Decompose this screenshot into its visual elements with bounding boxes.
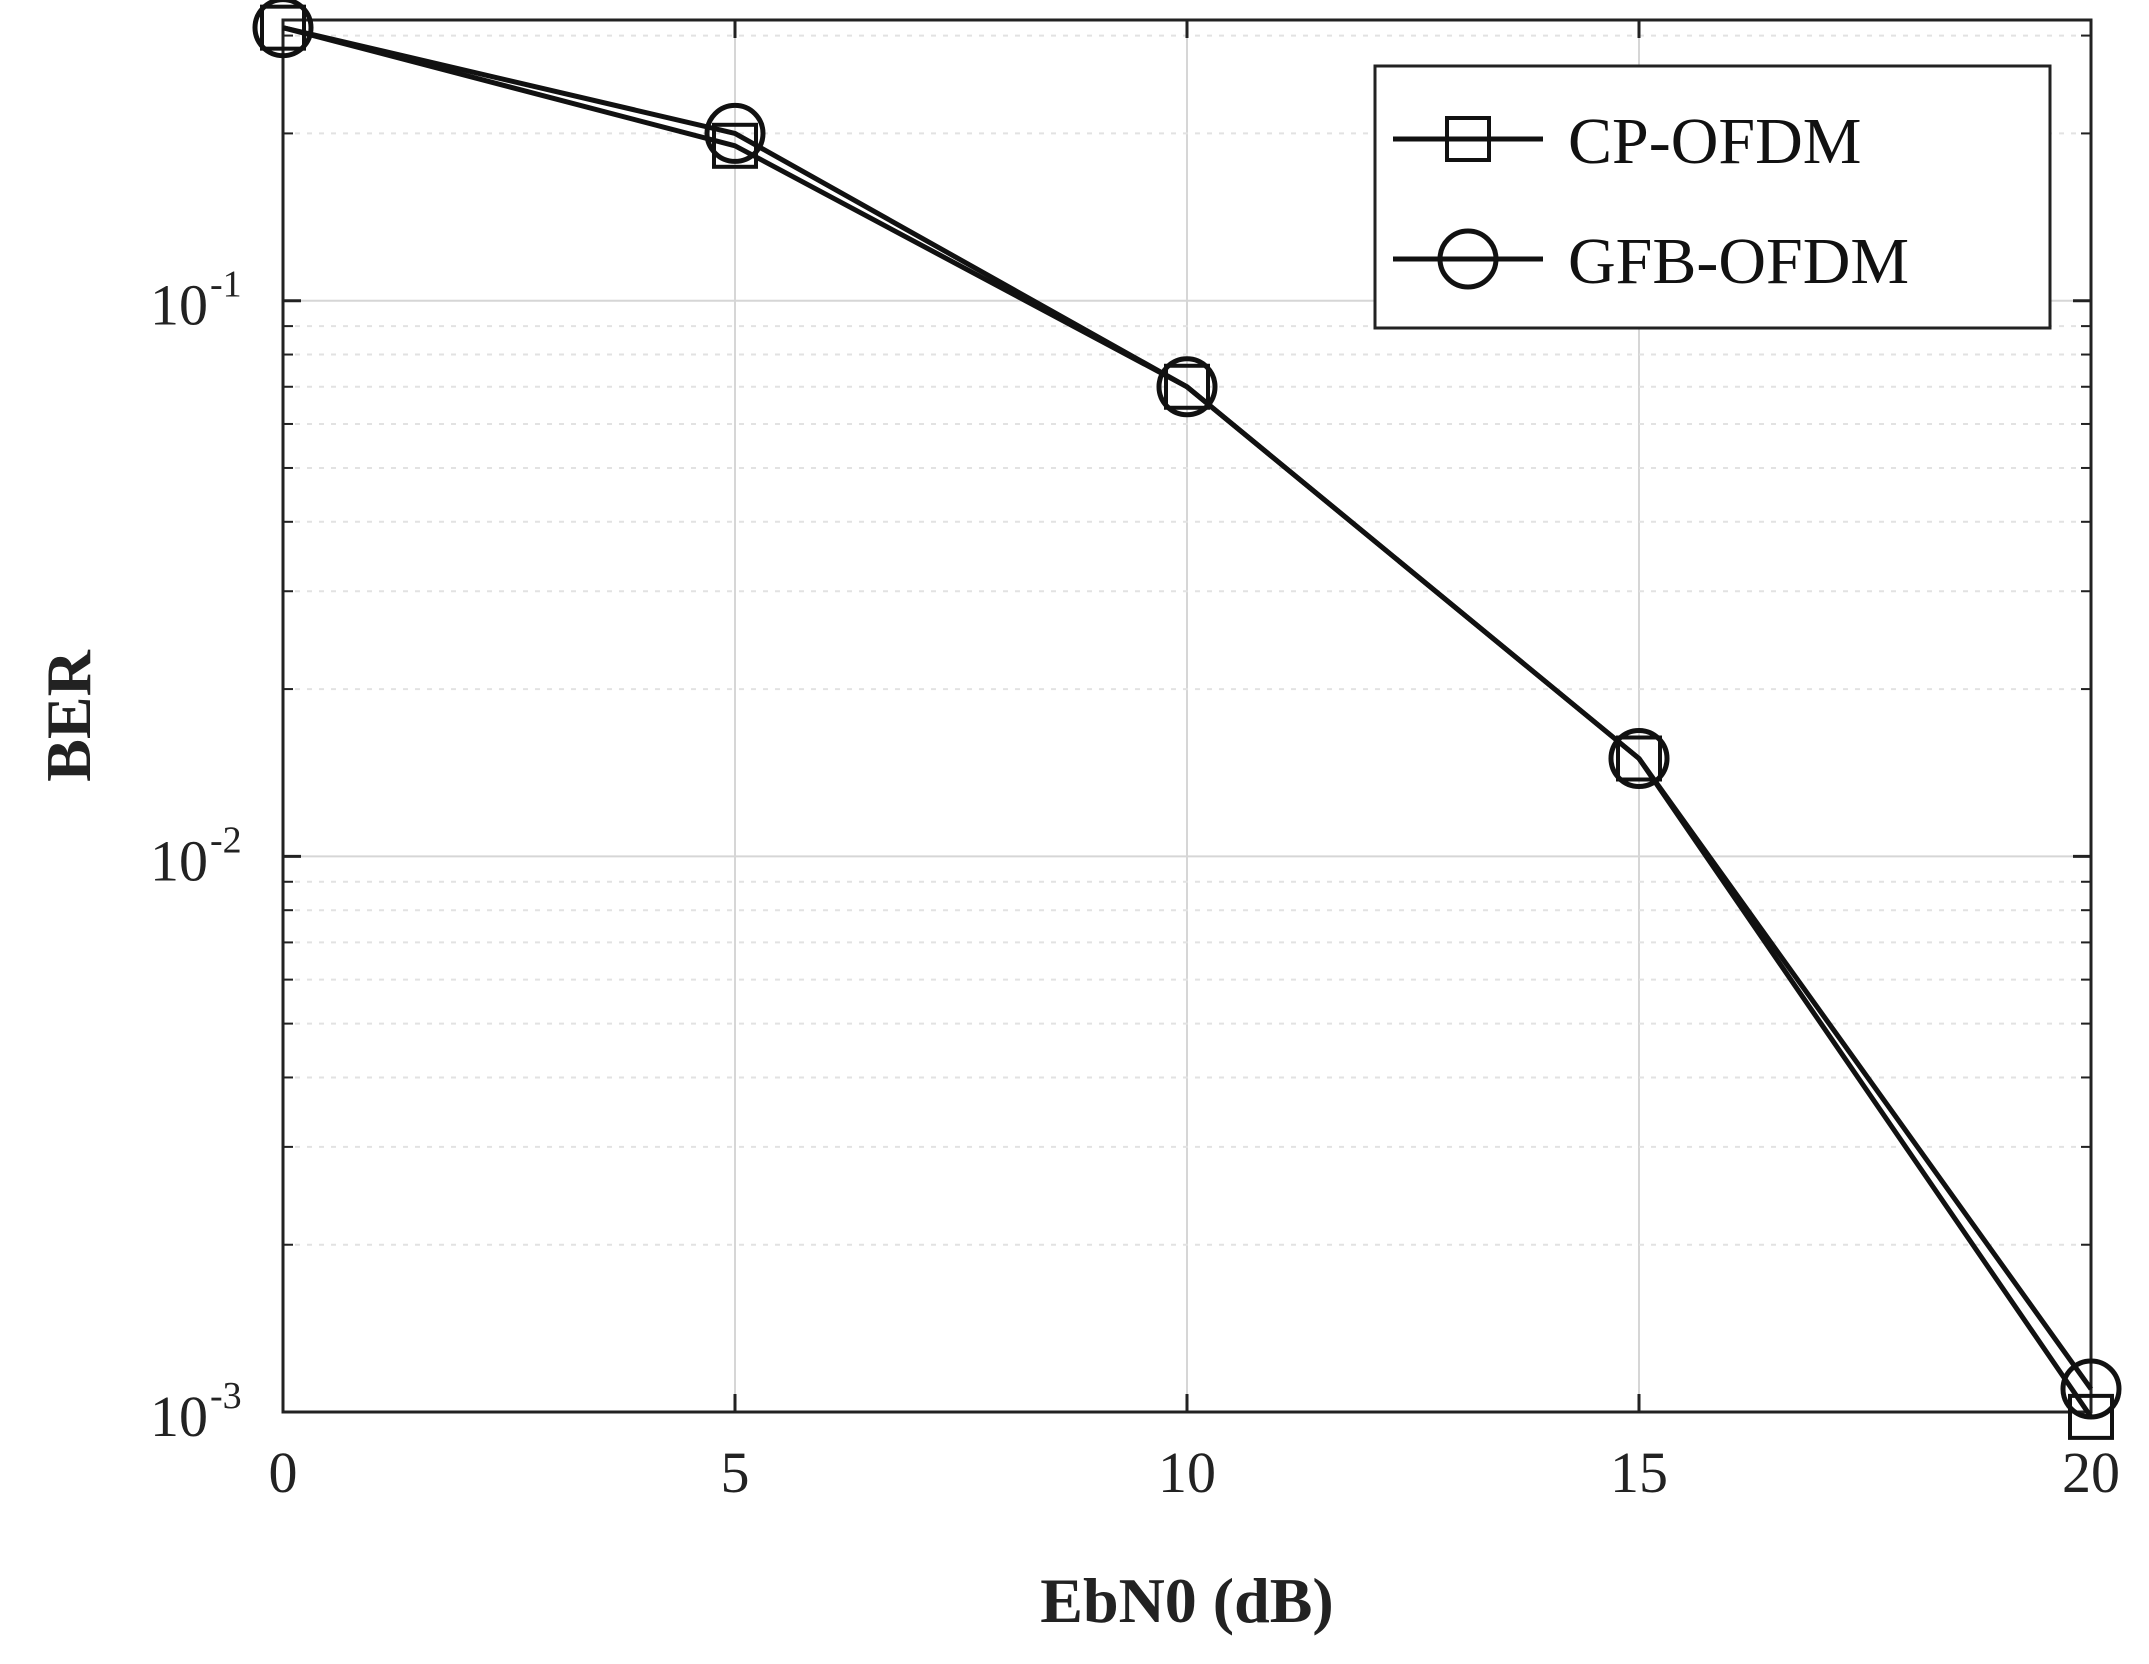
x-tick-label: 10	[1158, 1440, 1216, 1505]
series-line	[282, 25, 2094, 1391]
series-gfb-ofdm	[252, 0, 2122, 1420]
legend-box	[1373, 64, 2052, 330]
square-marker	[1445, 116, 1491, 162]
square-marker	[260, 4, 306, 51]
y-tick-exponent: -2	[210, 819, 242, 861]
x-tick-label: 5	[721, 1440, 750, 1505]
circle-marker	[704, 102, 766, 164]
circle-marker	[252, 0, 314, 59]
legend-item-gfb-ofdm: GFB-OFDM	[1393, 225, 1909, 298]
y-tick-label: 10	[150, 273, 208, 338]
x-tick-label: 0	[269, 1440, 298, 1505]
y-tick-labels: 10-310-210-1	[150, 264, 242, 1449]
legend-items: CP-OFDM GFB-OFDM	[1393, 105, 1909, 298]
y-tick-exponent: -3	[210, 1375, 242, 1417]
legend: CP-OFDM GFB-OFDM	[1373, 64, 2052, 330]
legend-label: CP-OFDM	[1568, 105, 1861, 178]
circle-marker	[2060, 1358, 2122, 1420]
y-tick-label: 10	[150, 828, 208, 893]
circle-marker	[1608, 727, 1670, 789]
legend-item-cp-ofdm: CP-OFDM	[1393, 105, 1861, 178]
x-tick-label: 20	[2062, 1440, 2120, 1505]
series-group	[252, 0, 2122, 1440]
square-marker	[1164, 363, 1210, 410]
y-tick-label: 10	[150, 1384, 208, 1449]
legend-label: GFB-OFDM	[1568, 225, 1909, 298]
x-axis-title: EbN0 (dB)	[1040, 1565, 1333, 1636]
y-tick-exponent: -1	[210, 264, 242, 306]
x-tick-labels: 0 5 10 15 20	[269, 1440, 2121, 1505]
square-marker	[2068, 1393, 2114, 1440]
y-axis-title: BER	[33, 649, 104, 781]
square-marker	[1616, 735, 1662, 782]
circle-marker	[1156, 356, 1218, 418]
circle-marker	[1437, 228, 1499, 290]
x-tick-label: 15	[1610, 1440, 1668, 1505]
tick-marks	[281, 20, 2093, 1414]
